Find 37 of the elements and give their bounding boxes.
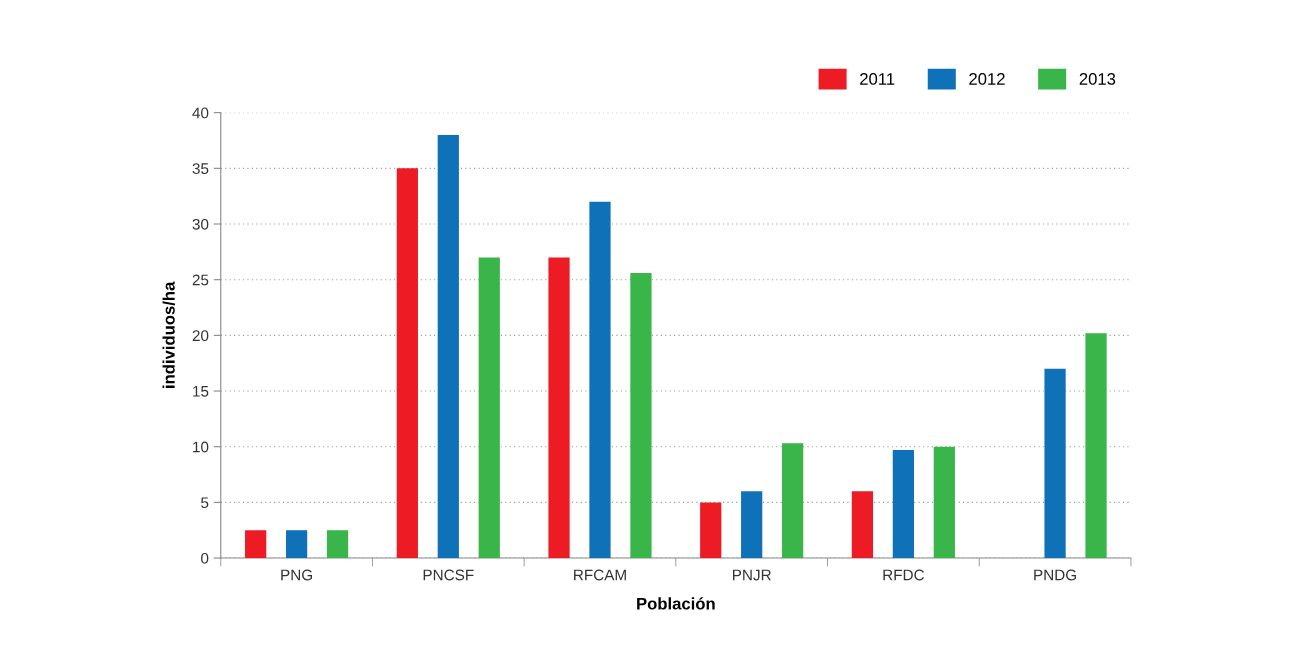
bar	[892, 450, 914, 559]
x-tick-label: PNDG	[1034, 569, 1076, 581]
bar	[782, 443, 804, 559]
bar	[396, 168, 418, 559]
legend-label: 2012	[969, 73, 1005, 85]
bar	[630, 273, 652, 559]
bar	[700, 502, 722, 559]
x-tick-label: PNJR	[732, 569, 771, 581]
bar	[245, 530, 267, 559]
y-axis-title: individuos/ha	[162, 281, 175, 388]
y-tick-label: 0	[201, 552, 209, 564]
legend-label: 2013	[1079, 73, 1116, 85]
legend-label: 2011	[860, 73, 895, 85]
y-tick-label: 20	[192, 330, 209, 342]
x-tick-label: RFDC	[883, 569, 925, 581]
y-tick-label: 30	[192, 218, 209, 230]
y-tick-label: 40	[192, 107, 209, 119]
y-tick-label: 10	[193, 441, 209, 453]
bar	[933, 446, 955, 559]
y-tick-label: 35	[192, 163, 209, 175]
bar	[326, 530, 349, 559]
x-tick-label: PNG	[281, 569, 313, 581]
bar	[851, 491, 874, 559]
bar	[1044, 368, 1066, 559]
x-axis-title: Población	[637, 597, 715, 610]
y-tick-label: 5	[201, 497, 209, 509]
bar	[589, 201, 611, 559]
bar	[285, 530, 308, 559]
bar	[548, 257, 570, 559]
x-tick-label: PNCSF	[423, 569, 474, 581]
x-tick-label: RFCAM	[574, 569, 626, 581]
y-tick-label: 25	[192, 274, 209, 286]
bar	[437, 134, 459, 559]
bar	[1085, 333, 1107, 559]
bar	[741, 491, 763, 559]
bar	[478, 257, 500, 559]
y-tick-label: 15	[193, 386, 209, 397]
